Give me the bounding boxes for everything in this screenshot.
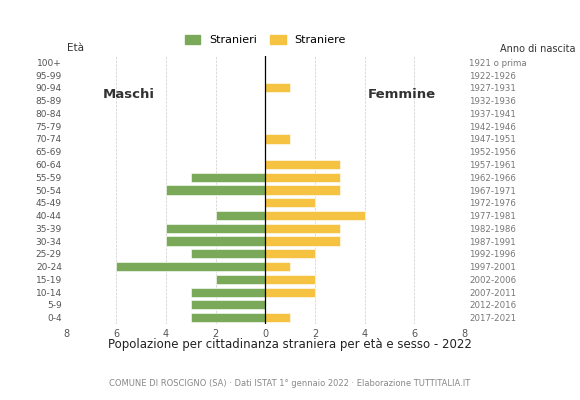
Bar: [266, 198, 315, 207]
Bar: [266, 83, 290, 92]
Bar: [166, 236, 266, 246]
Bar: [266, 288, 315, 297]
Bar: [266, 313, 290, 322]
Bar: [166, 186, 266, 194]
Text: Età: Età: [67, 44, 84, 54]
Bar: [216, 275, 266, 284]
Bar: [191, 173, 266, 182]
Text: Femmine: Femmine: [368, 88, 436, 101]
Bar: [191, 288, 266, 297]
Bar: [266, 160, 340, 169]
Text: Anno di nascita: Anno di nascita: [501, 44, 576, 54]
Bar: [266, 224, 340, 233]
Bar: [266, 275, 315, 284]
Bar: [266, 211, 365, 220]
Bar: [266, 249, 315, 258]
Bar: [191, 300, 266, 310]
Bar: [266, 186, 340, 194]
Text: COMUNE DI ROSCIGNO (SA) · Dati ISTAT 1° gennaio 2022 · Elaborazione TUTTITALIA.I: COMUNE DI ROSCIGNO (SA) · Dati ISTAT 1° …: [110, 379, 470, 388]
Bar: [266, 236, 340, 246]
Bar: [266, 173, 340, 182]
Text: Maschi: Maschi: [103, 88, 155, 101]
Bar: [266, 262, 290, 271]
Bar: [216, 211, 266, 220]
Legend: Stranieri, Straniere: Stranieri, Straniere: [180, 31, 350, 50]
Bar: [191, 313, 266, 322]
Bar: [166, 224, 266, 233]
Bar: [266, 134, 290, 144]
Bar: [117, 262, 266, 271]
Bar: [191, 249, 266, 258]
Text: Popolazione per cittadinanza straniera per età e sesso - 2022: Popolazione per cittadinanza straniera p…: [108, 338, 472, 351]
